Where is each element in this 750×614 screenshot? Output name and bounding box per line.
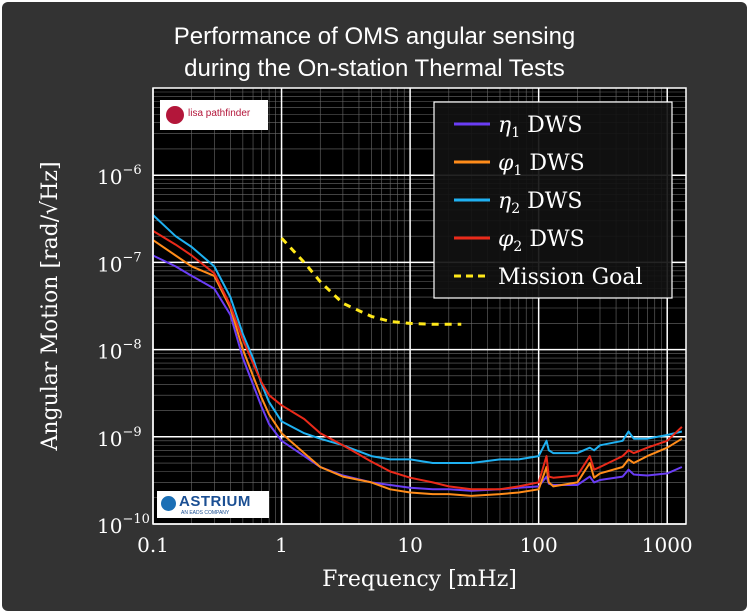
legend-symbol: η: [498, 113, 511, 138]
lisa-logo-icon: [166, 106, 184, 124]
lisa-logo-text: lisa pathfinder: [188, 108, 251, 119]
y-tick-exponent: −10: [122, 512, 149, 527]
series-line-2: [152, 239, 683, 497]
legend-subscript: 1: [511, 125, 520, 141]
legend-label-1: η1 DWS: [498, 113, 582, 141]
x-tick-label: 1000: [642, 533, 693, 557]
x-axis-label: Frequency [mHz]: [322, 567, 517, 592]
chart-title-line-2: during the On-station Thermal Tests: [184, 55, 565, 82]
legend-subscript: 2: [511, 201, 520, 217]
legend-suffix: DWS: [520, 189, 582, 214]
legend-suffix: DWS: [520, 113, 582, 138]
plot-frame: [152, 87, 687, 525]
legend-label-3: η2 DWS: [498, 189, 582, 217]
legend-symbol: η: [498, 189, 511, 214]
legend-suffix: DWS: [522, 227, 584, 252]
y-axis-label: Angular Motion [rad/√Hz]: [38, 161, 63, 451]
y-tick-label: 10−9: [97, 425, 142, 451]
series-line-4: [152, 230, 683, 491]
x-tick-label: 1: [275, 533, 288, 557]
legend-label-5: Mission Goal: [498, 265, 643, 290]
legend-subscript: 1: [513, 163, 522, 179]
legend-symbol: φ: [498, 227, 514, 252]
x-tick-label: 10: [397, 533, 422, 557]
y-tick-label: 10−7: [97, 250, 142, 276]
legend-symbol: φ: [498, 151, 514, 176]
astrium-logo-tagline: AN EADS COMPANY: [181, 510, 230, 516]
astrium-logo: ASTRIUM AN EADS COMPANY: [157, 491, 269, 518]
series-line-1: [152, 254, 683, 492]
y-tick-exponent: −7: [122, 250, 141, 265]
legend-label-2: φ1 DWS: [498, 151, 585, 179]
y-tick-exponent: −6: [122, 163, 141, 178]
legend-label-4: φ2 DWS: [498, 227, 585, 255]
y-tick-label: 10−8: [97, 338, 142, 364]
legend-suffix: DWS: [522, 151, 584, 176]
lisa-pathfinder-logo: lisa pathfinder: [160, 100, 268, 130]
astrium-logo-icon: [161, 496, 176, 511]
series-lines: [152, 214, 683, 497]
series-line-5: [280, 237, 462, 326]
chart-title-line-1: Performance of OMS angular sensing: [173, 23, 576, 50]
x-tick-label: 0.1: [137, 533, 169, 557]
legend-subscript: 2: [513, 239, 522, 255]
y-tick-label: 10−6: [97, 163, 142, 189]
y-tick-exponent: −9: [122, 425, 141, 440]
series-line-3: [152, 214, 683, 464]
x-tick-label: 100: [520, 533, 558, 557]
y-tick-exponent: −8: [122, 338, 141, 353]
astrium-logo-text: ASTRIUM: [179, 493, 251, 510]
